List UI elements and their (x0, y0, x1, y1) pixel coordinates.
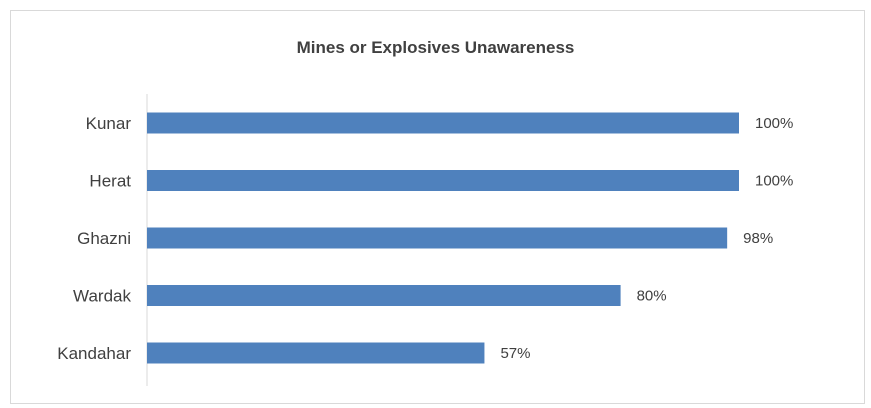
bar-herat (147, 170, 739, 191)
value-label-kandahar: 57% (500, 345, 530, 362)
bar-kandahar (147, 342, 485, 364)
bars-layer: Kunar 100% Herat 100% Ghazni 98% Wardak 80% Kand… (57, 112, 793, 364)
chart-frame (10, 10, 865, 404)
category-label-herat: Herat (89, 172, 131, 191)
bar-wardak (147, 285, 621, 306)
category-label-ghazni: Ghazni (77, 229, 131, 248)
value-label-ghazni: 98% (743, 230, 773, 247)
value-label-kunar: 100% (755, 115, 793, 132)
category-label-kandahar: Kandahar (57, 344, 131, 363)
category-label-wardak: Wardak (73, 287, 131, 306)
chart-title: Mines or Explosives Unawareness (296, 38, 575, 57)
category-label-kunar: Kunar (86, 114, 132, 133)
value-label-herat: 100% (755, 173, 793, 190)
value-label-wardak: 80% (637, 288, 667, 305)
bar-ghazni (147, 227, 728, 249)
bar-kunar (147, 112, 739, 134)
